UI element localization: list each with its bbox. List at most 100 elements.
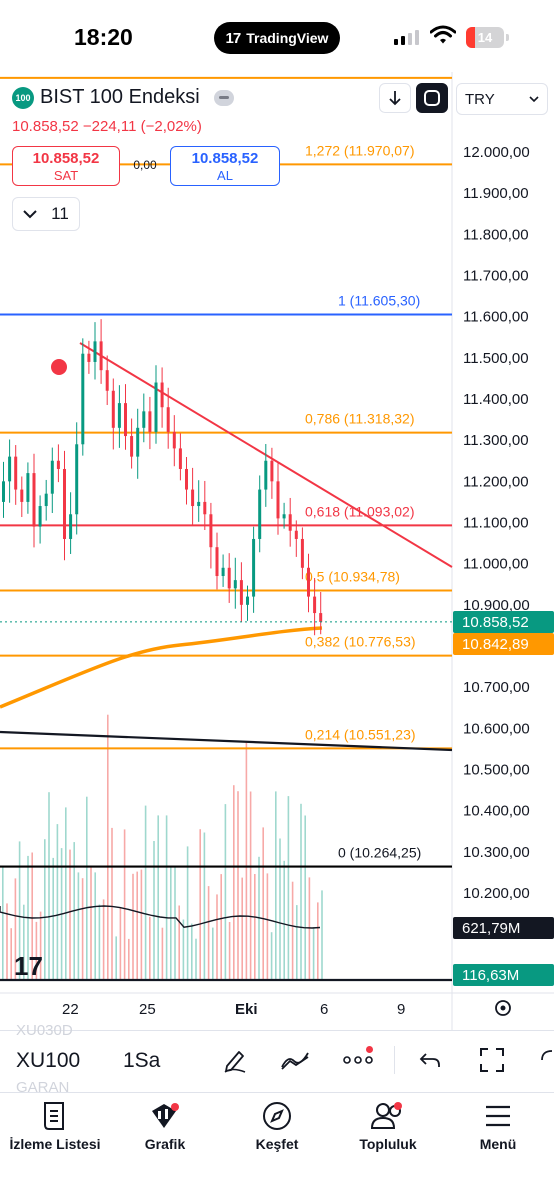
- candle-body: [319, 613, 323, 622]
- volume-bar: [140, 869, 143, 980]
- volume-bar: [48, 792, 50, 980]
- status-time: 18:20: [74, 24, 133, 50]
- volume-bar: [123, 829, 126, 980]
- more-button[interactable]: [341, 1043, 375, 1077]
- fullscreen-button[interactable]: [416, 83, 448, 113]
- ma-price-tag: 10.842,89: [462, 636, 529, 653]
- fib-level-label: 0,382 (10.776,53): [305, 634, 416, 650]
- indicators-collapse-button[interactable]: 11: [12, 197, 80, 231]
- volume-bar: [65, 807, 67, 980]
- candle-body: [221, 567, 225, 577]
- candle-body: [20, 489, 24, 502]
- watchlist-icon: [44, 1102, 64, 1130]
- buy-label: AL: [217, 168, 233, 183]
- buy-button[interactable]: 10.858,52 AL: [170, 146, 280, 186]
- candle-body: [227, 567, 231, 589]
- volume-bar: [23, 904, 25, 980]
- scroll-symbol-prev[interactable]: XU030D: [16, 1022, 73, 1039]
- fib-level-label: 0,786 (11.318,32): [305, 411, 415, 427]
- nav-explore[interactable]: Keşfet: [222, 1100, 332, 1152]
- chart-area[interactable]: 1,414 (12.180,13)1,272 (11.970,07)1 (11.…: [0, 72, 554, 1030]
- candle-body: [203, 501, 207, 515]
- candle-body: [154, 382, 158, 432]
- volume-bar: [296, 905, 298, 980]
- tradingview-pill-label: TradingView: [246, 30, 329, 46]
- candle-body: [142, 411, 146, 428]
- time-axis-label: 9: [397, 1001, 405, 1018]
- fullscreen-chart-button[interactable]: [475, 1043, 509, 1077]
- settings-gear-center: [500, 1005, 506, 1011]
- currency-select[interactable]: TRY: [456, 83, 548, 115]
- volume-bar: [86, 796, 88, 980]
- volume-bar: [161, 927, 164, 980]
- buy-price: 10.858,52: [191, 150, 259, 167]
- settings-gear-icon[interactable]: [495, 1000, 511, 1016]
- fib-level-label: 1,272 (11.970,07): [305, 142, 415, 158]
- candle-body: [130, 436, 134, 457]
- sell-label: SAT: [53, 168, 79, 183]
- volume-bar: [291, 881, 294, 980]
- candle-body: [160, 382, 164, 408]
- volume-bar: [237, 791, 239, 980]
- candle-body: [99, 341, 103, 371]
- interval-button[interactable]: 1Sa: [123, 1049, 161, 1072]
- tradingview-pill: 17 TradingView: [214, 22, 340, 54]
- fib-level-label: 0 (10.264,25): [338, 845, 421, 861]
- nav-watchlist-label: İzleme Listesi: [9, 1136, 101, 1152]
- scroll-symbol-next[interactable]: GARAN: [16, 1079, 70, 1096]
- volume-bar: [81, 878, 84, 980]
- alarm-icon[interactable]: [51, 359, 67, 375]
- price-axis[interactable]: [452, 72, 554, 1030]
- candle-body: [264, 460, 268, 490]
- nav-menu[interactable]: Menü: [443, 1100, 553, 1152]
- price-chart[interactable]: 1,414 (12.180,13)1,272 (11.970,07)1 (11.…: [0, 72, 554, 1030]
- price-axis-label: 10.900,00: [463, 597, 530, 614]
- price-axis-label: 11.900,00: [463, 185, 529, 202]
- price-axis-label: 11.200,00: [463, 473, 529, 490]
- candle-body: [233, 580, 237, 589]
- candle-body: [191, 489, 195, 507]
- nav-menu-label: Menü: [479, 1136, 517, 1152]
- nav-explore-label: Keşfet: [255, 1136, 299, 1152]
- volume-bar: [266, 873, 269, 980]
- pen-icon: [224, 1051, 246, 1073]
- candle-body: [313, 596, 317, 614]
- symbol-header[interactable]: 100 BIST 100 Endeksi: [12, 86, 234, 109]
- volume-bar: [245, 741, 248, 980]
- nav-community[interactable]: Topluluk: [333, 1100, 443, 1152]
- candle-body: [172, 431, 176, 449]
- long-ma-line: [0, 730, 453, 752]
- time-axis-label: 6: [320, 1001, 328, 1018]
- hamburger-menu-icon: [486, 1105, 510, 1127]
- indicators-button[interactable]: [278, 1043, 312, 1077]
- download-button[interactable]: [379, 83, 411, 113]
- share-button[interactable]: [536, 1043, 554, 1077]
- symbol-name[interactable]: BIST 100 Endeksi: [40, 86, 200, 108]
- candle-body: [197, 501, 201, 507]
- sell-button[interactable]: 10.858,52 SAT: [12, 146, 120, 186]
- drawing-tool-button[interactable]: [218, 1043, 252, 1077]
- bottom-navigation: [0, 1092, 554, 1200]
- notification-dot: [366, 1046, 373, 1053]
- nav-chart[interactable]: Grafik: [110, 1100, 220, 1152]
- price-axis-label: 10.600,00: [463, 720, 530, 737]
- time-axis-label: 25: [139, 1001, 156, 1018]
- volume-bar: [182, 919, 185, 980]
- nav-watchlist[interactable]: İzleme Listesi: [0, 1100, 110, 1152]
- candle-body: [209, 514, 213, 548]
- volume-bar: [207, 886, 210, 980]
- price-change: 10.858,52 −224,11 (−2,02%): [12, 118, 202, 135]
- fib-level-label: 1 (11.605,30): [338, 292, 420, 308]
- candle-body: [75, 444, 79, 515]
- volume-bar: [170, 865, 172, 980]
- undo-button[interactable]: [413, 1043, 447, 1077]
- candle-body: [276, 481, 280, 519]
- volume-bar: [228, 922, 231, 980]
- volume-bar: [270, 932, 273, 980]
- price-axis-label: 11.700,00: [463, 268, 529, 285]
- indicator-count: 11: [51, 204, 69, 223]
- nav-chart-label: Grafik: [144, 1136, 186, 1152]
- volume-bar: [165, 815, 168, 980]
- time-axis-label: Eki: [235, 1001, 258, 1018]
- symbol-ticker-button[interactable]: XU100: [16, 1049, 81, 1072]
